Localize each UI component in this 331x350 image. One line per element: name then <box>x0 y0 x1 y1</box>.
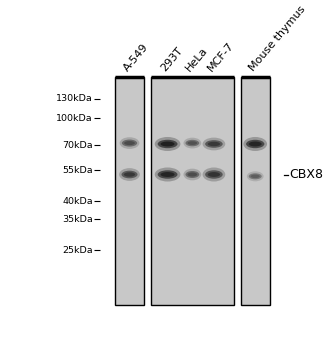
Text: 25kDa: 25kDa <box>62 246 93 254</box>
Ellipse shape <box>251 175 260 178</box>
Text: 70kDa: 70kDa <box>62 141 93 150</box>
Ellipse shape <box>122 140 137 147</box>
Ellipse shape <box>203 168 225 182</box>
Text: A-549: A-549 <box>121 42 150 73</box>
Text: Mouse thymus: Mouse thymus <box>247 4 307 73</box>
Ellipse shape <box>158 140 177 148</box>
Text: MCF-7: MCF-7 <box>206 40 236 73</box>
Ellipse shape <box>155 168 180 182</box>
Text: 55kDa: 55kDa <box>62 166 93 175</box>
Ellipse shape <box>124 172 135 177</box>
Ellipse shape <box>247 171 263 181</box>
Ellipse shape <box>119 168 140 181</box>
Text: 35kDa: 35kDa <box>62 215 93 224</box>
Ellipse shape <box>188 173 197 176</box>
Ellipse shape <box>203 138 225 150</box>
Ellipse shape <box>119 137 139 149</box>
Ellipse shape <box>124 141 135 145</box>
Ellipse shape <box>249 173 262 179</box>
FancyBboxPatch shape <box>241 77 270 305</box>
Ellipse shape <box>161 172 174 177</box>
Ellipse shape <box>183 138 201 148</box>
Ellipse shape <box>205 140 223 148</box>
Ellipse shape <box>208 142 220 146</box>
Text: 293T: 293T <box>159 45 185 73</box>
Ellipse shape <box>185 171 199 178</box>
Text: HeLa: HeLa <box>184 45 210 73</box>
Ellipse shape <box>188 141 197 145</box>
Ellipse shape <box>158 170 177 179</box>
FancyBboxPatch shape <box>151 77 234 305</box>
Ellipse shape <box>208 172 220 177</box>
Ellipse shape <box>205 170 223 179</box>
Ellipse shape <box>183 169 201 180</box>
Ellipse shape <box>121 171 137 178</box>
Ellipse shape <box>155 137 180 151</box>
FancyBboxPatch shape <box>115 77 144 305</box>
Ellipse shape <box>246 140 264 148</box>
Ellipse shape <box>249 141 262 146</box>
Text: CBX8: CBX8 <box>289 168 323 181</box>
Text: 40kDa: 40kDa <box>62 197 93 206</box>
Text: 130kDa: 130kDa <box>56 94 93 103</box>
Ellipse shape <box>161 141 174 146</box>
Ellipse shape <box>185 140 199 146</box>
Text: 100kDa: 100kDa <box>56 113 93 122</box>
Ellipse shape <box>243 137 267 151</box>
